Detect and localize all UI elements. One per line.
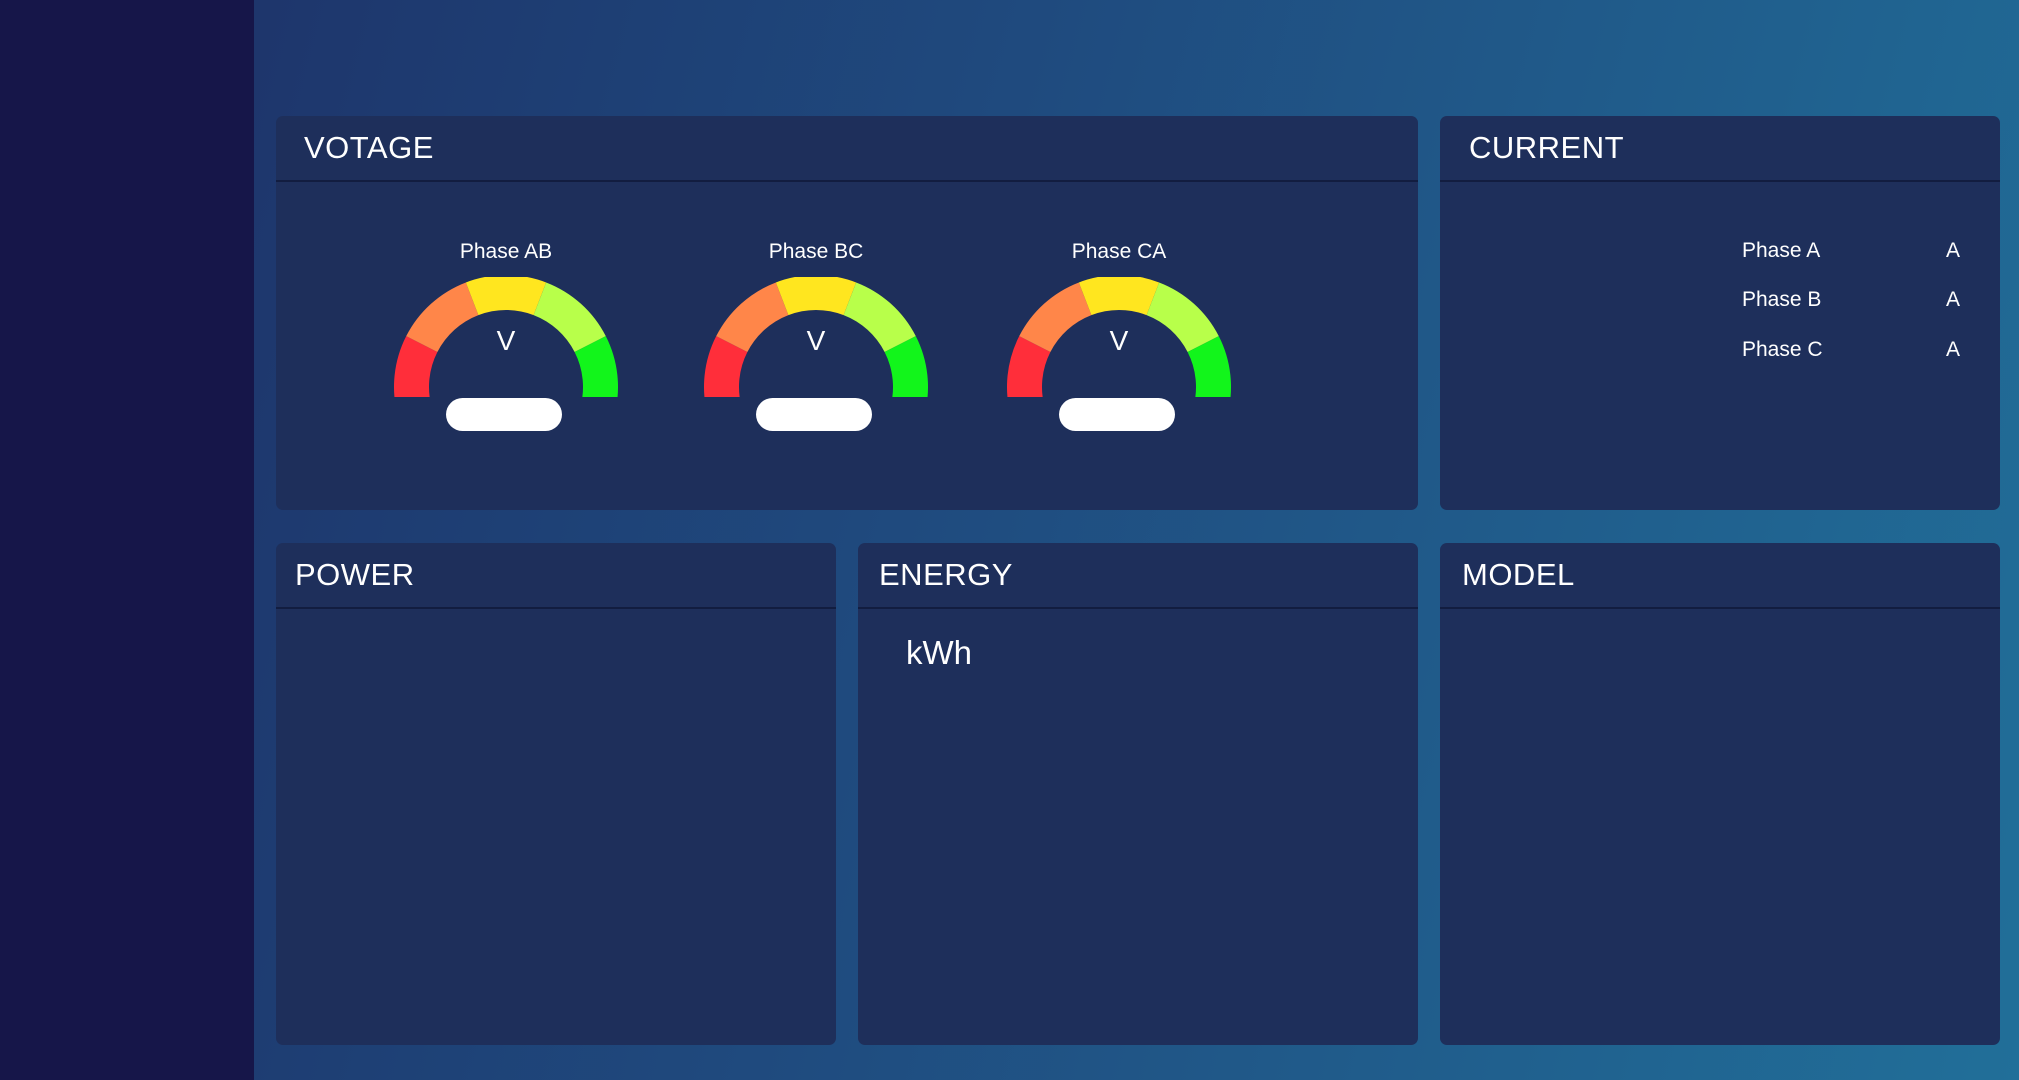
gauge-label: Phase AB — [459, 240, 553, 263]
current-phase-unit: A — [1946, 288, 1961, 311]
gauge-value-box — [756, 398, 872, 431]
current-panel: CURRENT Phase A A Phase B A Phase C A — [1440, 116, 2000, 510]
gauge-label: Phase BC — [768, 240, 864, 263]
gauge-arc — [1007, 277, 1231, 397]
gauge-label: Phase CA — [1071, 240, 1167, 263]
current-phase-label: Phase B — [1742, 288, 1822, 311]
gauge-band-segment — [533, 282, 606, 353]
gauge-band-segment — [406, 282, 479, 353]
voltage-gauge-phase-ca: Phase CA V — [1004, 240, 1234, 460]
gauge-band-segment — [1187, 336, 1231, 397]
voltage-panel: VOTAGE Phase AB V Phase BC V Phase CA V — [276, 116, 1418, 510]
gauge-band-segment — [1007, 336, 1051, 397]
current-panel-title: CURRENT — [1440, 116, 2000, 182]
gauge-band-segment — [775, 277, 857, 316]
gauge-arc — [704, 277, 928, 397]
gauge-unit: V — [806, 325, 826, 356]
gauge-arc — [394, 277, 618, 397]
gauge-band-segment — [716, 282, 789, 353]
gauge-band-segment — [574, 336, 618, 397]
energy-unit: kWh — [906, 634, 972, 671]
power-panel: POWER — [276, 543, 836, 1045]
sidebar — [0, 0, 254, 1080]
gauge-band-segment — [1146, 282, 1219, 353]
current-phase-label: Phase C — [1742, 338, 1823, 361]
current-row-phase-c: Phase C A — [1440, 338, 2000, 368]
gauge-unit: V — [496, 325, 516, 356]
current-row-phase-b: Phase B A — [1440, 288, 2000, 318]
gauge-band-segment — [1019, 282, 1092, 353]
current-phase-unit: A — [1946, 338, 1961, 361]
gauge-value-box — [1059, 398, 1175, 431]
model-panel-title: MODEL — [1440, 543, 2000, 609]
power-panel-title: POWER — [276, 543, 836, 609]
voltage-gauge-phase-ab: Phase AB V — [391, 240, 621, 460]
gauge-band-segment — [1078, 277, 1160, 316]
gauge-band-segment — [394, 336, 438, 397]
voltage-panel-title: VOTAGE — [276, 116, 1418, 182]
current-phase-label: Phase A — [1742, 239, 1821, 262]
gauge-band-segment — [843, 282, 916, 353]
gauge-unit: V — [1109, 325, 1129, 356]
voltage-gauge-phase-bc: Phase BC V — [701, 240, 931, 460]
gauge-value-box — [446, 398, 562, 431]
gauge-band-segment — [465, 277, 547, 316]
gauge-band-segment — [704, 336, 748, 397]
current-phase-unit: A — [1946, 239, 1961, 262]
energy-panel: ENERGY kWh — [858, 543, 1418, 1045]
model-panel: MODEL — [1440, 543, 2000, 1045]
energy-panel-title: ENERGY — [858, 543, 1418, 609]
current-row-phase-a: Phase A A — [1440, 239, 2000, 269]
gauge-band-segment — [884, 336, 928, 397]
